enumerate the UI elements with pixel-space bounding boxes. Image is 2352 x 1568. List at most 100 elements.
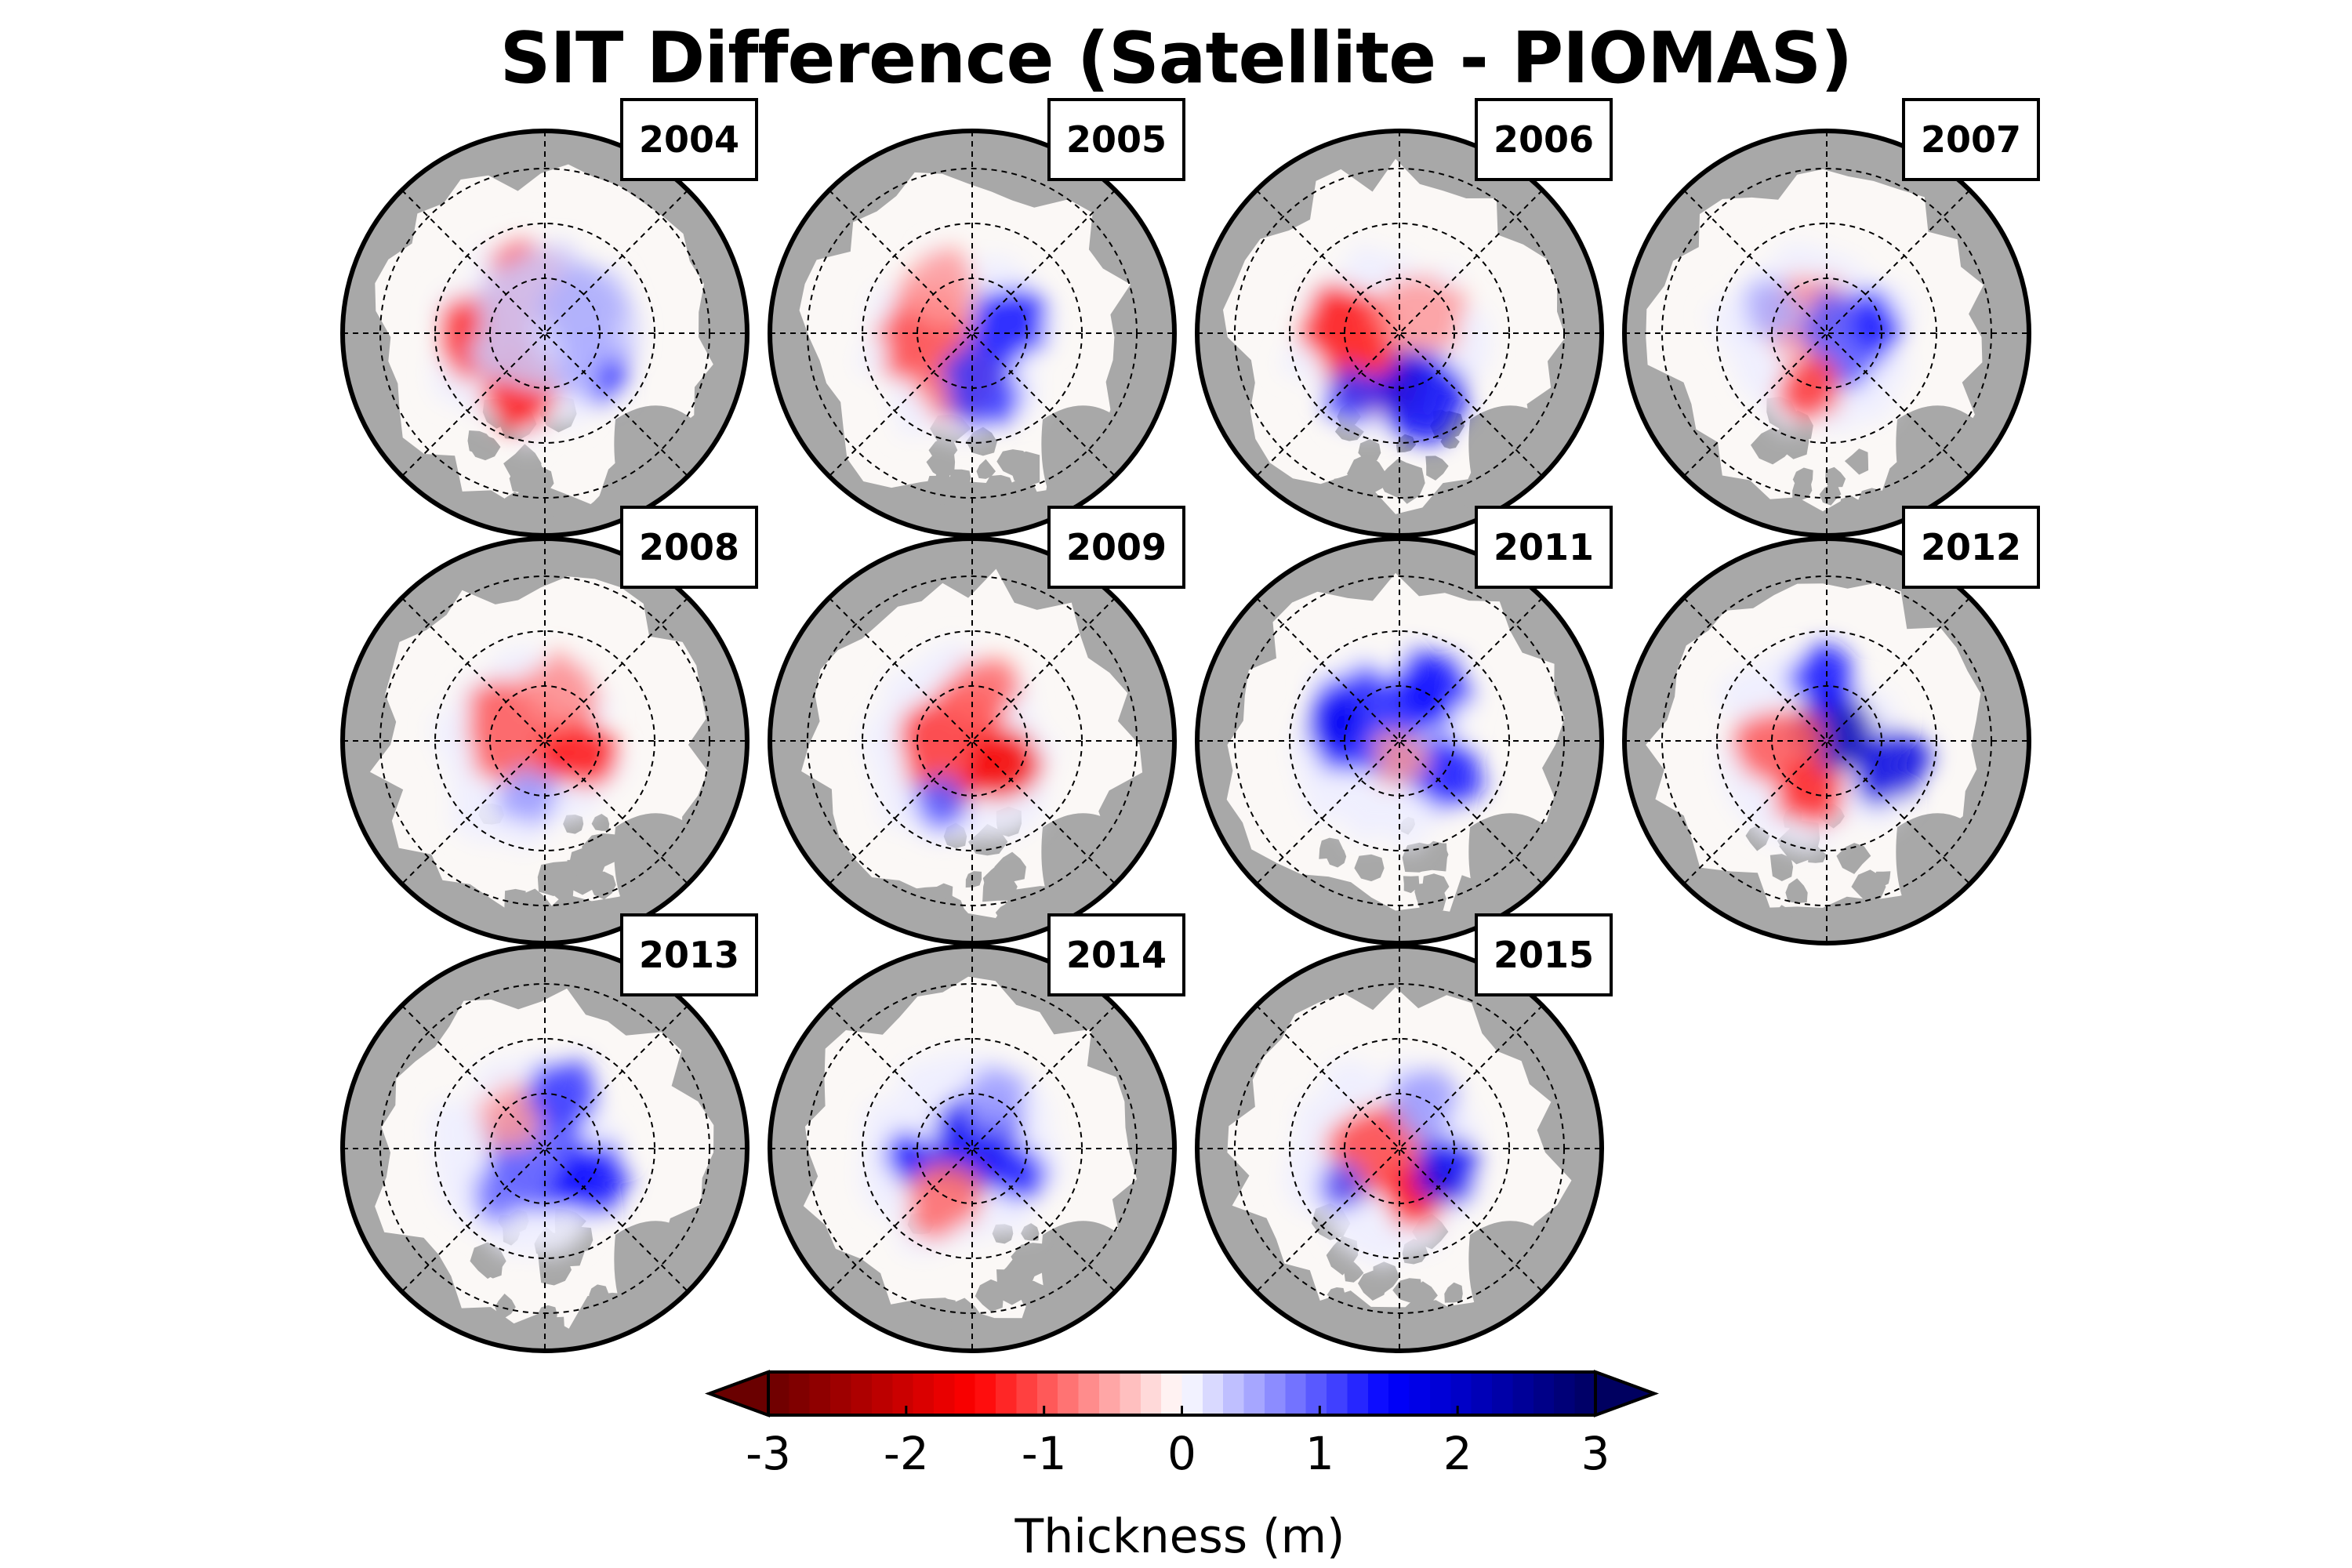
- map-panel-2015: 2015: [1188, 913, 1613, 1360]
- graticule: [343, 946, 747, 1351]
- year-label: 2014: [1047, 913, 1185, 996]
- graticule: [770, 131, 1174, 535]
- sit-anomaly-patch: [1786, 644, 1856, 714]
- year-label: 2009: [1047, 506, 1185, 589]
- graticule: [1624, 131, 2029, 535]
- sit-difference-field: [1283, 1054, 1483, 1267]
- sit-difference-field: [864, 639, 1058, 844]
- polar-map-2012: [1622, 536, 2031, 946]
- sit-anomaly-patch: [1393, 646, 1474, 731]
- year-label: 2012: [1902, 506, 2040, 589]
- colorbar-low-extension: [705, 1370, 770, 1417]
- map-boundary: [768, 129, 1177, 538]
- colorbar-high-extension: [1594, 1370, 1659, 1417]
- colorbar-tick-label: 2: [1443, 1427, 1472, 1480]
- sit-anomaly-patch: [1385, 1069, 1460, 1141]
- map-panel-2014: 2014: [760, 913, 1185, 1360]
- sit-anomaly-patch: [1323, 364, 1385, 430]
- map-boundary: [1195, 129, 1604, 538]
- sit-anomaly-patch: [1410, 1134, 1482, 1207]
- sit-anomaly-patch: [1776, 356, 1841, 425]
- polar-map-2004: [340, 129, 750, 538]
- sit-anomaly-patch: [496, 768, 561, 829]
- sit-anomaly-patch: [1319, 1161, 1371, 1214]
- year-label: 2011: [1475, 506, 1613, 589]
- map-panel-2011: 2011: [1188, 506, 1613, 953]
- sit-anomaly-patch: [477, 1080, 544, 1152]
- sit-anomaly-patch: [964, 1065, 1025, 1136]
- colorbar-tick-label: -1: [1021, 1427, 1067, 1480]
- sit-difference-field: [859, 1051, 1062, 1255]
- colorbar-label: Thickness (m): [1014, 1509, 1345, 1564]
- sit-anomaly-patch: [903, 1160, 985, 1240]
- sit-anomaly-patch: [1856, 728, 1933, 808]
- sit-anomaly-patch: [466, 241, 640, 404]
- colorbar-tick-label: 1: [1305, 1427, 1334, 1480]
- sit-anomaly-patch: [898, 246, 978, 328]
- colorbar-tick-label: 3: [1581, 1427, 1610, 1480]
- figure-title: SIT Difference (Satellite - PIOMAS): [499, 17, 1853, 100]
- colorbar-tick-label: -2: [883, 1427, 929, 1480]
- sit-anomaly-patch: [1409, 732, 1487, 814]
- map-panel-2004: 2004: [333, 98, 758, 545]
- year-label: 2013: [620, 913, 758, 996]
- year-label: 2007: [1902, 98, 2040, 181]
- sit-anomaly-patch: [517, 648, 603, 738]
- sit-anomaly-patch: [1847, 296, 1904, 358]
- graticule: [770, 539, 1174, 943]
- sit-difference-field: [431, 234, 640, 451]
- map-panel-2005: 2005: [760, 98, 1185, 545]
- map-panel-2009: 2009: [760, 506, 1185, 953]
- polar-map-2005: [768, 129, 1177, 538]
- polar-map-2007: [1622, 129, 2031, 538]
- map-boundary: [1622, 129, 2031, 538]
- sit-anomaly-patch: [1744, 277, 1804, 339]
- sit-difference-field: [430, 646, 624, 852]
- year-label: 2015: [1475, 913, 1613, 996]
- map-boundary: [1622, 536, 2031, 946]
- polar-map-2014: [768, 944, 1177, 1353]
- sit-difference-field: [1705, 243, 1916, 435]
- map-panel-2008: 2008: [333, 506, 758, 953]
- sit-anomaly-patch: [989, 1145, 1051, 1201]
- polar-map-2015: [1195, 944, 1604, 1353]
- map-panel-2012: 2012: [1615, 506, 2040, 953]
- sit-anomaly-patch: [1370, 728, 1431, 786]
- sit-anomaly-patch: [937, 656, 1022, 736]
- year-label: 2006: [1475, 98, 1613, 181]
- colorbar-tick-label: -3: [746, 1427, 791, 1480]
- graticule: [770, 946, 1174, 1351]
- year-label: 2004: [620, 98, 758, 181]
- polar-map-2011: [1195, 536, 1604, 946]
- graticule: [1197, 946, 1602, 1351]
- map-panel-2007: 2007: [1615, 98, 2040, 545]
- map-boundary: [340, 944, 750, 1353]
- sit-anomaly-patch: [882, 1130, 933, 1185]
- map-boundary: [1195, 944, 1604, 1353]
- year-label: 2005: [1047, 98, 1185, 181]
- sit-difference-field: [1715, 644, 1933, 856]
- graticule: [343, 539, 747, 943]
- sit-anomaly-patch: [473, 1166, 528, 1229]
- sit-anomaly-patch: [963, 730, 1045, 804]
- map-boundary: [1195, 536, 1604, 946]
- map-boundary: [768, 944, 1177, 1353]
- graticule: [1624, 539, 2029, 943]
- map-panel-2006: 2006: [1188, 98, 1613, 545]
- polar-map-2008: [340, 536, 750, 946]
- map-boundary: [768, 536, 1177, 946]
- map-panel-2013: 2013: [333, 913, 758, 1360]
- sit-difference-field: [855, 242, 1055, 441]
- map-boundary: [340, 129, 750, 538]
- sit-anomaly-patch: [938, 346, 1023, 433]
- graticule: [1197, 539, 1602, 943]
- graticule: [1197, 131, 1602, 535]
- polar-map-2009: [768, 536, 1177, 946]
- sit-anomaly-patch: [1774, 760, 1847, 832]
- polar-map-2006: [1195, 129, 1604, 538]
- year-label: 2008: [620, 506, 758, 589]
- sit-anomaly-patch: [911, 775, 968, 832]
- polar-map-2013: [340, 944, 750, 1353]
- graticule: [343, 131, 747, 535]
